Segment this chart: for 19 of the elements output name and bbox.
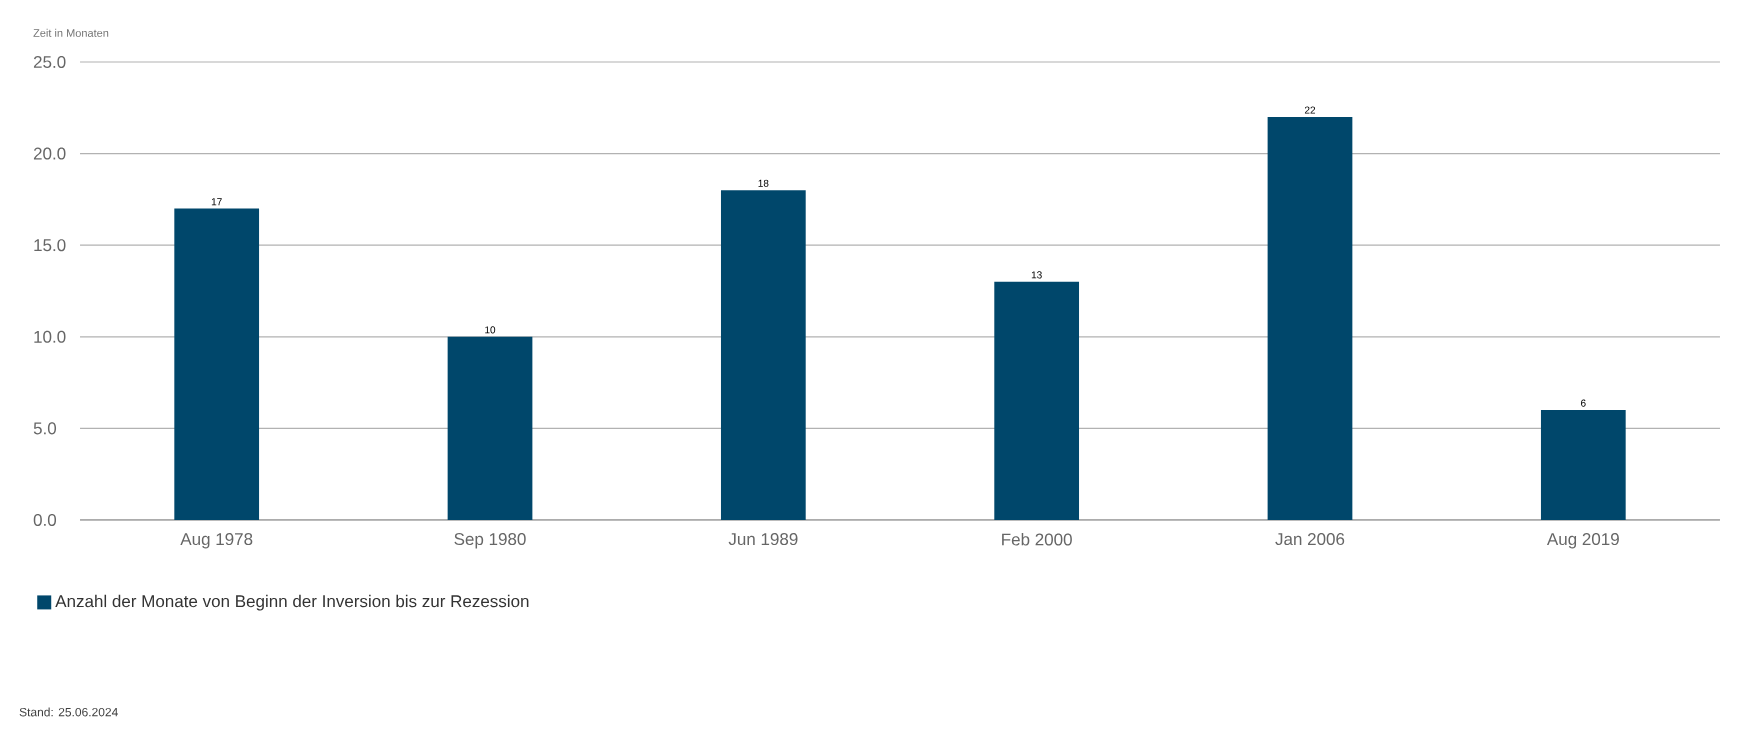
x-tick-label: Aug 1978 xyxy=(180,533,253,549)
y-tick-label: 5.0 xyxy=(33,422,57,435)
y-tick-label: 10.0 xyxy=(34,330,66,343)
bar xyxy=(720,190,806,520)
bar xyxy=(1540,410,1626,520)
x-tick-label: Sep 1980 xyxy=(454,533,526,549)
y-tick-label: 20.0 xyxy=(33,147,66,160)
x-tick-label: Jun 1989 xyxy=(728,533,798,546)
x-tick-label: Feb 2000 xyxy=(1002,533,1072,546)
legend-label: Anzahl der Monate von Beginn der Inversion bis zur Rezession xyxy=(55,594,529,611)
bar xyxy=(447,336,533,520)
bar xyxy=(174,208,260,520)
y-tick-label: 15.0 xyxy=(34,239,66,252)
x-tick-label: Jan 2006 xyxy=(1275,533,1345,546)
bar xyxy=(1267,116,1353,520)
x-tick-label: Aug 2019 xyxy=(1546,533,1619,549)
y-tick-label: 25.0 xyxy=(33,55,66,68)
bar xyxy=(994,281,1080,520)
y-tick-label: 0.0 xyxy=(33,513,57,526)
